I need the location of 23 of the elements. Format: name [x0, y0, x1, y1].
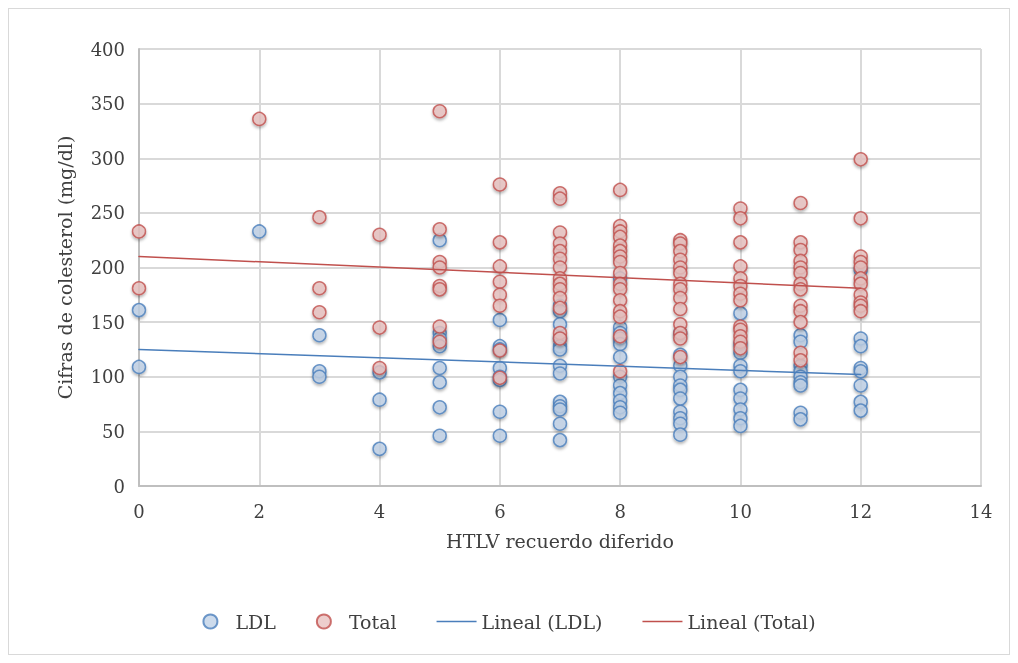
y-tick-label: 350: [90, 93, 125, 115]
x-tick-label: 4: [373, 500, 386, 522]
y-tick-label: 300: [90, 147, 125, 169]
x-tick-label: 14: [969, 500, 993, 522]
x-tick-label: 12: [849, 500, 873, 522]
x-tick-label: 8: [614, 500, 626, 522]
y-tick-label: 0: [113, 475, 125, 497]
legend-label: Lineal (Total): [687, 610, 816, 633]
x-tick-label: 6: [494, 500, 506, 522]
legend-label: Lineal (LDL): [481, 610, 603, 633]
legend-label: Total: [348, 610, 397, 633]
x-axis-title: HTLV recuerdo diferido: [446, 529, 674, 552]
y-tick-label: 250: [90, 202, 125, 224]
y-axis-title: Cifras de colesterol (mg/dl): [53, 135, 76, 400]
legend-label: LDL: [235, 610, 277, 633]
x-tick-label: 2: [253, 500, 266, 522]
y-tick-label: 100: [90, 366, 125, 388]
y-tick-label: 200: [90, 257, 125, 278]
y-tick-label: 400: [90, 38, 125, 60]
y-tick-label: 50: [102, 420, 125, 442]
x-tick-label: 0: [133, 500, 145, 522]
x-tick-label: 10: [728, 500, 752, 522]
y-tick-label: 150: [90, 311, 125, 333]
